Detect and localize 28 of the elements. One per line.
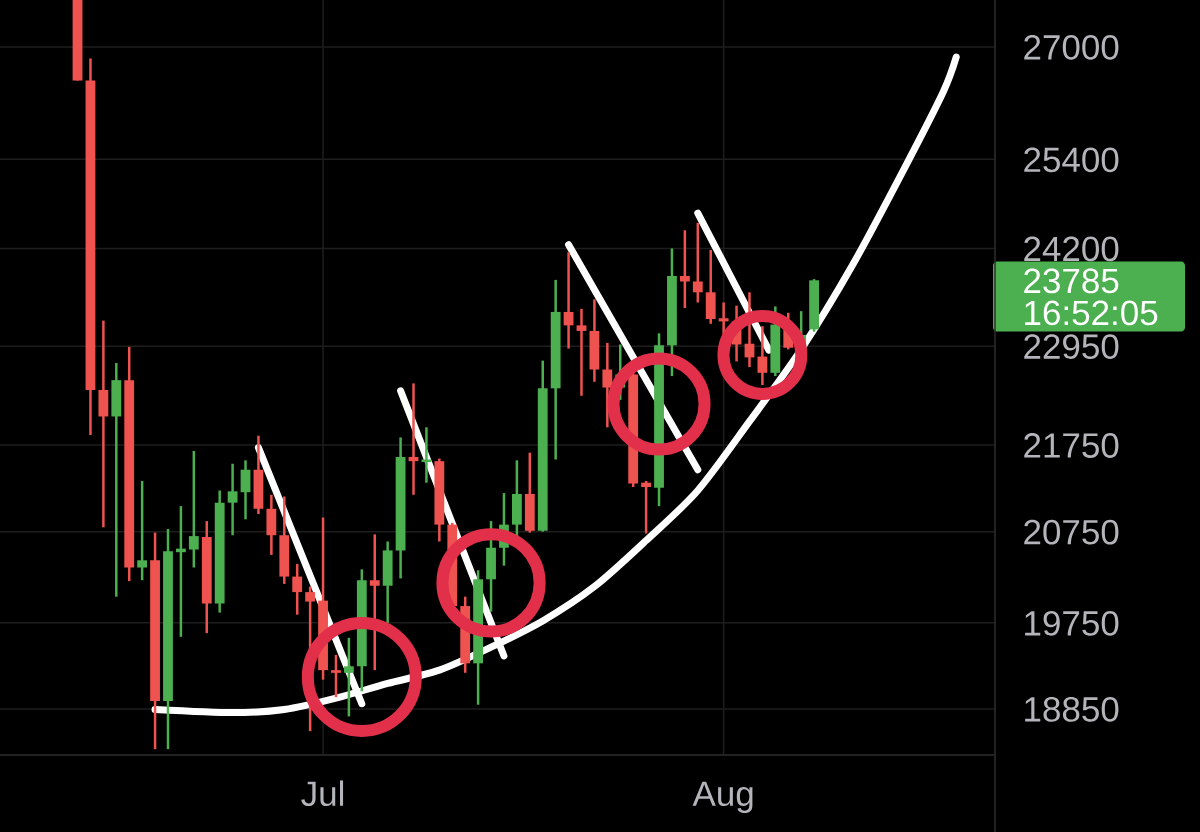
candlestick bbox=[240, 459, 251, 521]
candlestick bbox=[227, 462, 238, 537]
candlestick bbox=[679, 229, 690, 310]
candlestick bbox=[331, 653, 341, 699]
candlestick bbox=[576, 307, 587, 397]
x-tick-label: Aug bbox=[692, 781, 753, 814]
y-tick-label: 19750 bbox=[1025, 610, 1119, 636]
y-tick-label: 25400 bbox=[1024, 147, 1119, 173]
y-tick-label: 27000 bbox=[1024, 34, 1119, 60]
y-tick-label: 22950 bbox=[1024, 334, 1119, 359]
candlestick bbox=[757, 324, 768, 387]
candlestick bbox=[641, 479, 652, 535]
candlestick bbox=[602, 341, 613, 429]
y-tick-label: 24200 bbox=[1024, 236, 1119, 262]
candlestick bbox=[98, 319, 109, 529]
candlestick bbox=[421, 426, 432, 484]
candlestick bbox=[692, 221, 703, 304]
y-tick-label: 21750 bbox=[1024, 433, 1119, 458]
candlestick bbox=[343, 636, 354, 718]
candlestick bbox=[137, 479, 148, 582]
y-tick-label: 20750 bbox=[1024, 519, 1119, 545]
text: 23785 bbox=[1024, 268, 1119, 294]
y-tick-label: 18850 bbox=[1025, 696, 1119, 722]
x-tick-label: Jul bbox=[301, 780, 344, 807]
candlestick bbox=[369, 533, 380, 672]
candlestick bbox=[188, 449, 199, 569]
text: 16:52:05 bbox=[1025, 300, 1158, 326]
candlestick bbox=[292, 562, 303, 616]
